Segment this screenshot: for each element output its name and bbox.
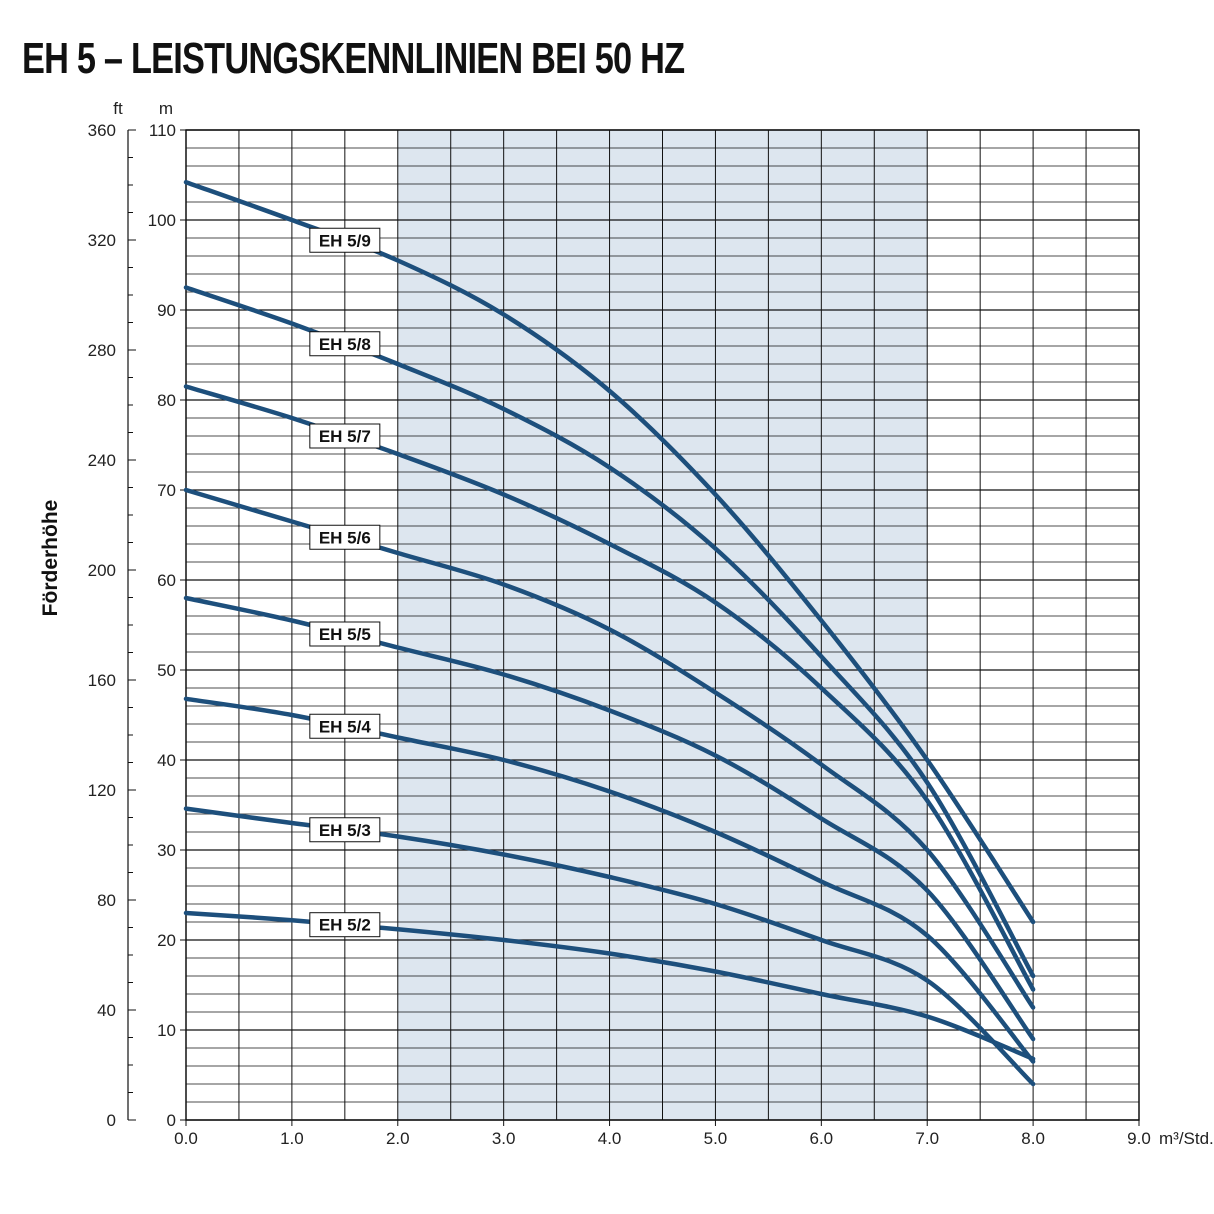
curve-label: EH 5/6 — [319, 528, 371, 547]
x-tick-label: 1.0 — [280, 1129, 304, 1148]
curve-label: EH 5/3 — [319, 821, 371, 840]
m-tick-label: 0 — [167, 1111, 176, 1130]
curve-label: EH 5/8 — [319, 335, 371, 354]
curve-label-box — [309, 423, 381, 449]
ft-tick-label: 0 — [107, 1111, 116, 1130]
x-tick-label: 3.0 — [492, 1129, 516, 1148]
y-axis-title: Förderhöhe — [39, 500, 62, 617]
page-title: EH 5 – LEISTUNGSKENNLINIEN BEI 50 HZ — [22, 34, 685, 83]
ft-unit-label: ft — [113, 99, 123, 118]
curve-label-box — [309, 227, 381, 253]
curve-label-box — [309, 713, 381, 739]
m-tick-label: 60 — [157, 571, 176, 590]
plot-frame — [185, 129, 1140, 1121]
m-tick-label: 20 — [157, 931, 176, 950]
ft-tick-label: 40 — [97, 1001, 116, 1020]
ft-tick-label: 280 — [88, 341, 116, 360]
x-tick-label: 5.0 — [704, 1129, 728, 1148]
m-tick-label: 90 — [157, 301, 176, 320]
ft-tick-label: 200 — [88, 561, 116, 580]
m-tick-label: 80 — [157, 391, 176, 410]
ft-tick-label: 120 — [88, 781, 116, 800]
x-tick-label: 8.0 — [1021, 1129, 1045, 1148]
x-tick-label: 6.0 — [810, 1129, 834, 1148]
x-tick-label: 9.0 — [1127, 1129, 1151, 1148]
m-tick-label: 30 — [157, 841, 176, 860]
curve-label-box — [309, 524, 381, 550]
x-tick-label: 2.0 — [386, 1129, 410, 1148]
m-tick-label: 50 — [157, 661, 176, 680]
x-tick-label: 7.0 — [915, 1129, 939, 1148]
m-tick-label: 100 — [148, 211, 176, 230]
m-tick-label: 40 — [157, 751, 176, 770]
x-tick-label: 4.0 — [598, 1129, 622, 1148]
ft-tick-label: 320 — [88, 231, 116, 250]
ft-tick-label: 240 — [88, 451, 116, 470]
curve-label: EH 5/7 — [319, 427, 371, 446]
ft-tick-label: 160 — [88, 671, 116, 690]
ft-tick-label: 360 — [88, 121, 116, 140]
curve-label-box — [309, 912, 381, 938]
m-unit-label: m — [159, 99, 173, 118]
m-tick-label: 110 — [149, 121, 176, 140]
x-unit-label: m³/Std. — [1159, 1129, 1214, 1148]
curve-label-box — [309, 817, 381, 843]
curve-label: EH 5/4 — [319, 717, 372, 736]
x-tick-label: 0.0 — [174, 1129, 198, 1148]
m-tick-label: 70 — [157, 481, 176, 500]
curve-label-box — [309, 621, 381, 647]
m-tick-label: 10 — [157, 1021, 176, 1040]
ft-tick-label: 80 — [97, 891, 116, 910]
curve-label: EH 5/5 — [319, 625, 371, 644]
curve-label: EH 5/2 — [319, 916, 371, 935]
curve-label: EH 5/9 — [319, 231, 371, 250]
curve-label-box — [309, 331, 381, 357]
